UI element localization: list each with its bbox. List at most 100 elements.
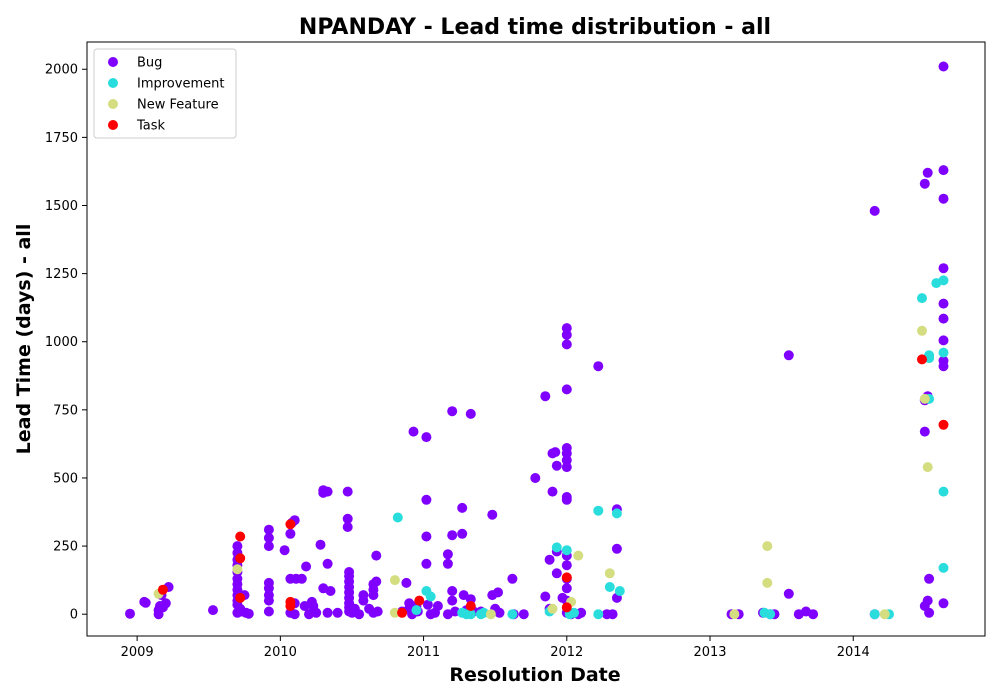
new-feature-point: [879, 609, 890, 620]
bug-point: [938, 313, 949, 324]
task-point: [561, 602, 572, 613]
bug-point: [924, 607, 935, 618]
bug-point: [315, 539, 326, 550]
bug-point: [938, 263, 949, 274]
bug-point: [494, 607, 505, 618]
improvement-point: [938, 562, 949, 573]
new-feature-point: [389, 575, 400, 586]
bug-point: [938, 598, 949, 609]
bug-point: [289, 609, 300, 620]
bug-point: [354, 609, 365, 620]
x-tick-label: 2014: [837, 645, 870, 660]
bug-point: [465, 408, 476, 419]
bug-point: [401, 577, 412, 588]
bug-point: [332, 607, 343, 618]
bug-point: [938, 335, 949, 346]
new-feature-point: [762, 541, 773, 552]
improvement-point: [611, 508, 622, 519]
y-axis: 0 250 500 750 1000 1250 1500 1750 2000: [45, 63, 87, 623]
y-tick-label: 1500: [45, 199, 78, 214]
x-tick-label: 2010: [264, 645, 297, 660]
bug-point: [518, 609, 529, 620]
bug-point: [322, 486, 333, 497]
task-point: [465, 601, 476, 611]
bug-point: [938, 165, 949, 176]
improvement-point: [938, 275, 949, 286]
bug-point: [342, 513, 353, 524]
y-tick-label: 2000: [45, 63, 78, 78]
bug-point: [342, 486, 353, 497]
improvement-point: [392, 512, 403, 523]
bug-point: [322, 607, 333, 618]
bug-point: [447, 586, 458, 596]
bug-point: [938, 298, 949, 309]
legend-marker-improvement: [108, 78, 118, 88]
legend-marker-new-feature: [108, 99, 118, 109]
bug-point: [551, 568, 562, 579]
legend-label-new-feature: New Feature: [137, 98, 219, 113]
task-point: [938, 419, 949, 430]
bug-point: [507, 573, 518, 584]
task-point: [397, 607, 408, 618]
bug-point: [372, 606, 383, 617]
x-tick-label: 2013: [693, 645, 726, 660]
improvement-point: [425, 591, 436, 602]
bug-point: [576, 607, 587, 618]
bug-point: [924, 573, 935, 584]
bug-point: [561, 339, 572, 350]
y-tick-label: 1250: [45, 267, 78, 282]
legend-label-bug: Bug: [137, 56, 162, 71]
new-feature-point: [729, 609, 740, 620]
bug-point: [493, 587, 503, 598]
new-feature-point: [922, 462, 933, 473]
bug-point: [208, 605, 218, 616]
chart-title: NPANDAY - Lead time distribution - all: [299, 15, 771, 40]
y-tick-label: 250: [53, 540, 78, 555]
new-feature-point: [232, 564, 243, 575]
improvement-point: [917, 293, 927, 304]
bug-point: [447, 530, 458, 541]
task-point: [235, 531, 246, 542]
y-axis-label: Lead Time (days) - all: [13, 224, 35, 455]
new-feature-point: [917, 325, 927, 336]
improvement-point: [551, 542, 562, 553]
new-feature-point: [389, 607, 400, 618]
improvement-point: [507, 609, 518, 620]
bug-point: [540, 591, 551, 602]
bug-point: [808, 609, 819, 620]
bug-point: [561, 384, 572, 395]
bug-point: [371, 576, 382, 587]
bug-point: [550, 447, 561, 458]
improvement-point: [465, 609, 476, 620]
bug-point: [938, 193, 949, 204]
bug-point: [869, 205, 880, 216]
new-feature-point: [485, 609, 496, 620]
legend-label-task: Task: [136, 119, 166, 134]
bug-point: [938, 61, 949, 72]
bug-point: [447, 406, 458, 417]
bug-point: [487, 509, 498, 520]
bug-point: [160, 598, 171, 609]
x-tick-label: 2012: [550, 645, 583, 660]
legend-label-improvement: Improvement: [137, 77, 224, 92]
bug-point: [551, 460, 562, 471]
x-tick-label: 2011: [407, 645, 440, 660]
improvement-point: [593, 505, 604, 516]
bug-point: [368, 590, 379, 601]
improvement-point: [561, 545, 572, 556]
bug-point: [561, 462, 572, 473]
bug-point: [593, 361, 604, 372]
bug-point: [140, 597, 151, 608]
bug-point: [457, 502, 468, 513]
legend-box: [93, 48, 237, 139]
y-tick-label: 500: [53, 471, 78, 486]
bug-point: [783, 588, 794, 599]
y-tick-label: 0: [70, 608, 78, 623]
improvement-point: [938, 486, 949, 497]
bug-point: [530, 473, 541, 483]
bug-point: [311, 607, 322, 618]
bug-point: [919, 426, 930, 437]
improvement-point: [604, 582, 615, 592]
task-point: [235, 553, 246, 564]
